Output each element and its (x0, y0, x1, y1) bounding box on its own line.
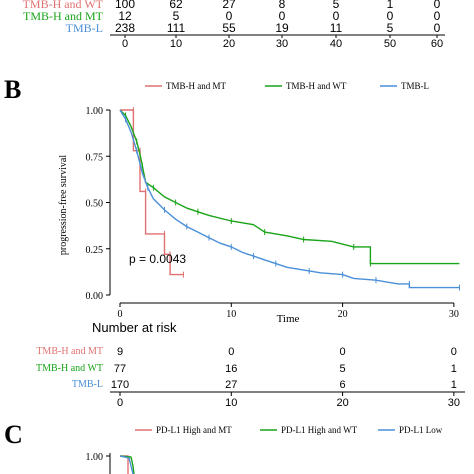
panel-b-ylabel: progression-free survival (58, 155, 69, 255)
panel-b-x-tick-label: 10 (226, 309, 236, 320)
km-curve-wt (119, 109, 460, 265)
top-table-cell: 100 (115, 0, 135, 11)
top-table-cell: 8 (279, 0, 286, 11)
risk-cell: 9 (117, 346, 123, 358)
top-table-tick-label: 60 (431, 38, 443, 50)
top-table-cell: 5 (173, 9, 180, 23)
top-table-cell: 238 (115, 21, 135, 35)
panel-c-axes: 1.00 (86, 452, 135, 474)
risk-cell: 1 (451, 363, 457, 375)
km-curve-low (119, 109, 460, 289)
risk-cell: 16 (225, 363, 237, 375)
risk-cell: 0 (451, 346, 457, 358)
top-table-cell: 5 (387, 21, 394, 35)
top-table-cell: 27 (222, 0, 236, 11)
top-table-cell: 12 (118, 9, 132, 23)
legend-label: TMB-H and WT (286, 81, 347, 91)
top-table-cell: 0 (333, 9, 340, 23)
top-table-cell: 1 (387, 0, 394, 11)
legend-label: TMB-H and MT (166, 81, 226, 91)
risk-cell: 1 (451, 379, 457, 391)
top-table-cell: 11 (330, 21, 343, 35)
km-curve-mt (120, 109, 184, 276)
top-table-tick-label: 20 (223, 38, 235, 50)
top-table-row-label: TMB-H and MT (23, 9, 104, 23)
panel-b-y-tick-label: 0.25 (86, 245, 104, 256)
top-table-tick-label: 40 (330, 38, 342, 50)
risk-cell: 5 (340, 363, 346, 375)
risk-tick-label: 10 (225, 397, 237, 409)
panel-c-y-tick-label: 1.00 (86, 452, 104, 463)
c-curve-mt (120, 455, 129, 474)
panel-b-y-tick-label: 0.50 (86, 199, 104, 210)
c-curve-wt (119, 455, 135, 474)
top-table-cell: 55 (222, 21, 236, 35)
risk-cell: 170 (111, 379, 129, 391)
legend-label: TMB-L (401, 81, 429, 91)
panel-b-axes: 0.00 0.25 0.50 0.75 1.00 0 10 20 30 (86, 106, 459, 320)
top-table-cell: 0 (226, 9, 233, 23)
panel-b-x-tick-label: 0 (118, 309, 123, 320)
top-table-row-label: TMB-H and WT (23, 0, 104, 11)
risk-row-label: TMB-H and MT (36, 346, 103, 357)
top-table-cell: 0 (387, 9, 394, 23)
top-table-cell: 0 (434, 21, 441, 35)
risk-row-label: TMB-L (72, 379, 103, 390)
panel-b-pvalue: p = 0.0043 (129, 252, 186, 266)
panel-b-y-tick-label: 0.75 (86, 152, 104, 163)
panel-b-curves (119, 107, 460, 291)
c-legend-label: PD-L1 High and MT (156, 425, 232, 435)
top-table-cell: 5 (333, 0, 340, 11)
top-table-cell: 0 (279, 9, 286, 23)
panel-c-letter: C (4, 420, 23, 449)
c-curve-low (119, 455, 134, 474)
top-table-cell: 19 (275, 21, 289, 35)
risk-tick-label: 30 (448, 397, 460, 409)
top-table-cell: 62 (169, 0, 183, 11)
risk-tick-label: 20 (336, 397, 348, 409)
risk-cell: 0 (340, 346, 346, 358)
top-table-cell: 0 (434, 9, 441, 23)
top-table-tick-label: 50 (384, 38, 396, 50)
panel-b-y-tick-label: 0.00 (86, 291, 104, 302)
top-table-cell: 111 (167, 21, 186, 35)
risk-cell: 77 (114, 363, 126, 375)
top-table-tick-label: 30 (276, 38, 288, 50)
c-legend-label: PD-L1 High and WT (281, 425, 358, 435)
top-table-tick-label: 0 (122, 38, 128, 50)
risk-tick-label: 0 (117, 397, 123, 409)
panel-b-legend: TMB-H and MT TMB-H and WT TMB-L (145, 81, 429, 91)
panel-b-y-tick-label: 1.00 (86, 106, 104, 117)
top-table-row-label: TMB-L (66, 21, 103, 35)
panel-b-x-tick-label: 30 (449, 309, 459, 320)
risk-cell: 27 (225, 379, 237, 391)
risk-cell: 0 (228, 346, 234, 358)
top-table-cell: 0 (434, 0, 441, 11)
risk-table-title: Number at risk (92, 320, 177, 335)
panel-b-xlabel: Time (277, 313, 300, 325)
top-table-tick-label: 10 (170, 38, 182, 50)
risk-cell: 6 (340, 379, 346, 391)
panel-c-legend: PD-L1 High and MT PD-L1 High and WT PD-L1 … (135, 425, 443, 435)
panel-b-x-tick-label: 20 (338, 309, 348, 320)
c-legend-label: PD-L1 Low (399, 425, 443, 435)
panel-b-letter: B (4, 75, 21, 104)
risk-row-label: TMB-H and WT (36, 363, 103, 374)
